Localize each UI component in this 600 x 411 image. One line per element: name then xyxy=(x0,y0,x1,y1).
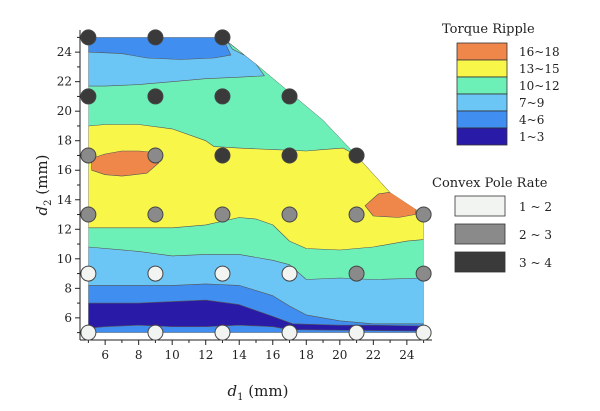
data-point xyxy=(214,206,231,223)
y-tick-label: 6 xyxy=(64,311,72,325)
convex-pole-rate-legend-swatch xyxy=(454,223,506,245)
data-point xyxy=(281,324,298,341)
data-point xyxy=(80,88,97,105)
torque-ripple-legend-swatch xyxy=(456,110,508,129)
y-tick-label: 22 xyxy=(57,75,72,89)
contour-regions xyxy=(88,37,424,333)
y-tick-label: 14 xyxy=(57,193,73,207)
data-point xyxy=(214,265,231,282)
x-tick-label: 14 xyxy=(232,348,248,362)
torque-ripple-legend-title: Torque Ripple xyxy=(442,22,535,37)
torque-ripple-legend-label: 10~12 xyxy=(519,79,560,93)
data-point xyxy=(147,265,164,282)
axes: 6 8 10 12 14 16 18 20 22 24 6 8 10 12 14 16 18 20 22 24 xyxy=(57,30,432,362)
data-point xyxy=(80,206,97,223)
y-tick-label: 24 xyxy=(57,45,73,59)
contour-region-9 xyxy=(88,299,424,332)
data-point xyxy=(281,265,298,282)
y-tick-label: 12 xyxy=(57,222,72,236)
data-point xyxy=(415,265,432,282)
x-tick-label: 10 xyxy=(165,348,180,362)
x-tick-label: 24 xyxy=(399,348,415,362)
data-point xyxy=(214,147,231,164)
data-point xyxy=(348,206,365,223)
data-points xyxy=(80,29,432,341)
torque-ripple-legend: Torque Ripple 16~18 13~15 10~12 7~9 4~6 1~3 xyxy=(442,22,560,146)
data-point xyxy=(214,324,231,341)
data-point xyxy=(214,29,231,46)
torque-ripple-legend-swatch xyxy=(456,76,508,95)
x-tick-label: 16 xyxy=(265,348,280,362)
y-axis-title: d2 (mm) xyxy=(33,155,54,216)
data-point xyxy=(214,88,231,105)
torque-ripple-legend-label: 7~9 xyxy=(519,96,544,110)
data-point xyxy=(80,265,97,282)
x-tick-label: 20 xyxy=(332,348,347,362)
y-tick-label: 16 xyxy=(57,163,72,177)
convex-pole-rate-legend-label: 1 ~ 2 xyxy=(519,200,552,214)
torque-ripple-legend-label: 16~18 xyxy=(519,45,560,59)
torque-ripple-legend-label: 13~15 xyxy=(519,62,560,76)
torque-ripple-legend-swatch xyxy=(456,93,508,112)
data-point xyxy=(80,324,97,341)
contour-region-5 xyxy=(91,150,160,177)
data-point xyxy=(80,29,97,46)
data-point xyxy=(281,147,298,164)
torque-ripple-legend-label: 1~3 xyxy=(519,130,544,144)
x-tick-label: 12 xyxy=(198,348,213,362)
data-point xyxy=(348,147,365,164)
torque-ripple-legend-swatch xyxy=(456,42,508,61)
contour-region-2 xyxy=(88,37,232,60)
x-tick-label: 6 xyxy=(101,348,109,362)
y-tick-label: 18 xyxy=(57,134,72,148)
torque-ripple-legend-swatch xyxy=(456,127,508,146)
convex-pole-rate-legend-swatch xyxy=(454,251,506,273)
x-tick-label: 18 xyxy=(299,348,314,362)
convex-pole-rate-legend: Convex Pole Rate 1 ~ 2 2 ~ 3 3 ~ 4 xyxy=(432,176,552,273)
data-point xyxy=(348,265,365,282)
x-tick-label: 8 xyxy=(135,348,143,362)
data-point xyxy=(415,206,432,223)
data-point xyxy=(147,206,164,223)
torque-ripple-legend-swatch xyxy=(456,59,508,78)
data-point xyxy=(348,324,365,341)
data-point xyxy=(147,29,164,46)
data-point xyxy=(415,324,432,341)
convex-pole-rate-legend-label: 2 ~ 3 xyxy=(519,228,552,242)
convex-pole-rate-legend-swatch xyxy=(454,195,506,217)
torque-ripple-legend-label: 4~6 xyxy=(519,113,544,127)
data-point xyxy=(147,324,164,341)
data-point xyxy=(80,147,97,164)
x-tick-label: 22 xyxy=(366,348,381,362)
y-tick-label: 20 xyxy=(57,104,72,118)
y-tick-label: 10 xyxy=(57,252,72,266)
data-point xyxy=(147,147,164,164)
data-point xyxy=(281,88,298,105)
data-point xyxy=(147,88,164,105)
y-tick-label: 8 xyxy=(64,281,72,295)
convex-pole-rate-legend-label: 3 ~ 4 xyxy=(519,256,552,270)
data-point xyxy=(281,206,298,223)
x-axis-title: d1 (mm) xyxy=(228,382,289,403)
convex-pole-rate-legend-title: Convex Pole Rate xyxy=(432,176,548,191)
contour-region-3 xyxy=(227,41,245,56)
